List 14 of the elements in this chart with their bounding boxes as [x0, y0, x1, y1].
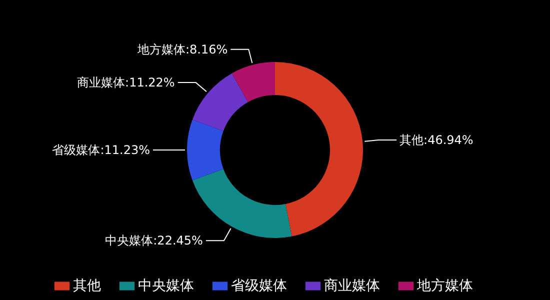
donut-slice [192, 73, 248, 131]
data-label: 商业媒体:11.22% [77, 76, 175, 90]
legend-label: 省级媒体 [231, 278, 287, 294]
data-label: 省级媒体:11.23% [52, 142, 150, 157]
legend-label: 地方媒体 [416, 278, 473, 294]
legend-label: 其他 [73, 278, 101, 294]
data-label: 其他:46.94% [400, 133, 474, 148]
donut-slice [232, 62, 275, 102]
data-label: 地方媒体:8.16% [136, 42, 228, 56]
legend-label: 商业媒体 [324, 278, 380, 294]
donut-slice [187, 120, 224, 180]
legend-label: 中央媒体 [138, 278, 194, 294]
donut-slice [275, 62, 363, 236]
data-label: 中央媒体:22.45% [105, 234, 203, 248]
